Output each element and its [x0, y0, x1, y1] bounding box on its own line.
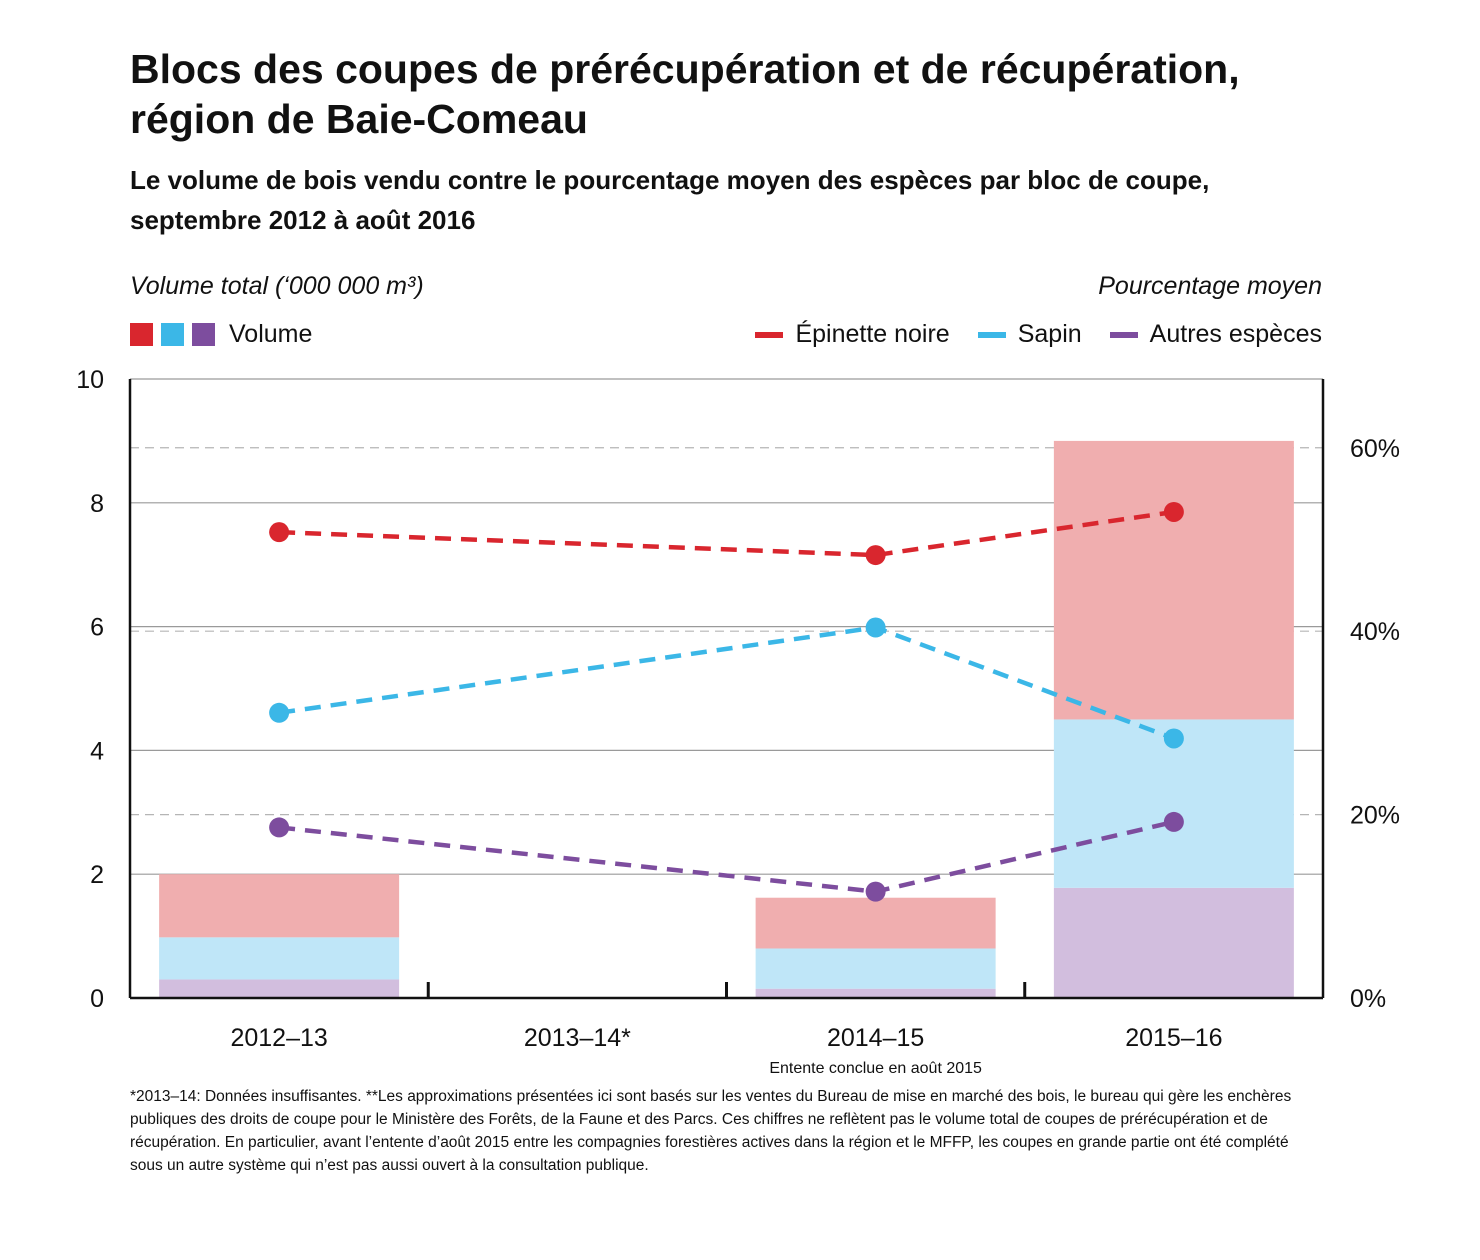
legend-swatch-sapin: [161, 323, 184, 346]
chart-title: Blocs des coupes de prérécupération et d…: [130, 46, 1240, 142]
bar-2014–15-épinette-noire: [755, 897, 996, 949]
bar-2014–15-sapin: [755, 948, 996, 989]
legend-dash-autres: [1109, 331, 1138, 338]
legend-label-epinette: Épinette noire: [795, 320, 950, 348]
footnote: *2013–14: Données insuffisantes. **Les a…: [130, 1088, 1292, 1174]
legend-volume-label: Volume: [229, 320, 313, 348]
y-right-tick-20: 20%: [1350, 802, 1400, 830]
x-tick-2012–13: 2012–13: [230, 1024, 327, 1052]
category-note: Entente conclue en août 2015: [769, 1060, 982, 1077]
point-épinette-noire-2: [1163, 501, 1184, 522]
line-autres-espèces: [278, 819, 1175, 894]
y-right-tick-40: 40%: [1350, 618, 1400, 646]
y-right-tick-60: 60%: [1350, 435, 1400, 463]
y-right-tick-0: 0%: [1350, 985, 1386, 1013]
point-autres-espèces-1: [865, 881, 886, 902]
y-left-tick-8: 8: [90, 490, 104, 518]
bar-2012–13-épinette-noire: [159, 874, 400, 938]
point-sapin-1: [865, 617, 886, 638]
y-left-tick-6: 6: [90, 614, 104, 642]
point-autres-espèces-0: [269, 817, 290, 838]
y-left-tick-0: 0: [90, 985, 104, 1013]
line-épinette-noire: [279, 509, 1175, 558]
legend-swatch-epinette: [130, 323, 153, 346]
chart-area: 0 2 4 6 8 10 0% 20% 40% 60% 2012–13 2013–14* 2014–15…: [76, 366, 1400, 1077]
legend-dash-epinette: [755, 331, 784, 338]
y-left-tick-2: 2: [90, 861, 104, 889]
point-sapin-0: [269, 702, 290, 723]
volume-legend: Volume: [130, 320, 312, 349]
x-tick-2013–14*: 2013–14*: [524, 1024, 631, 1052]
bar-2012–13-sapin: [159, 937, 400, 980]
legend-item-epinette: Épinette noire: [755, 320, 950, 349]
chart-subtitle: Le volume de bois vendu contre le pource…: [130, 165, 1210, 235]
left-axis-title: Volume total (‘000 000 m³): [130, 272, 424, 300]
legend-item-sapin: Sapin: [977, 320, 1082, 349]
x-tick-2015–16: 2015–16: [1125, 1024, 1222, 1052]
point-épinette-noire-0: [269, 522, 290, 543]
legend-swatch-autres: [192, 323, 215, 346]
point-sapin-2: [1163, 728, 1184, 749]
bar-2015–16-autres-espèces: [1053, 887, 1294, 998]
y-left-tick-10: 10: [76, 366, 104, 394]
x-tick-2014–15: 2014–15: [827, 1024, 924, 1052]
bar-2012–13-autres-espèces: [159, 979, 400, 998]
point-épinette-noire-1: [865, 545, 886, 566]
legend-label-autres: Autres espèces: [1149, 320, 1322, 348]
right-axis-title: Pourcentage moyen: [1098, 272, 1322, 300]
species-legend: Épinette noire Sapin Autres espèces: [727, 320, 1322, 349]
bar-2015–16-épinette-noire: [1053, 440, 1294, 720]
y-left-tick-4: 4: [90, 737, 104, 765]
bar-2014–15-autres-espèces: [755, 988, 996, 998]
legend-dash-sapin: [977, 331, 1006, 338]
legend-item-autres: Autres espèces: [1109, 320, 1322, 349]
point-autres-espèces-2: [1163, 811, 1184, 832]
line-sapin: [278, 625, 1175, 741]
legend-label-sapin: Sapin: [1017, 320, 1082, 348]
